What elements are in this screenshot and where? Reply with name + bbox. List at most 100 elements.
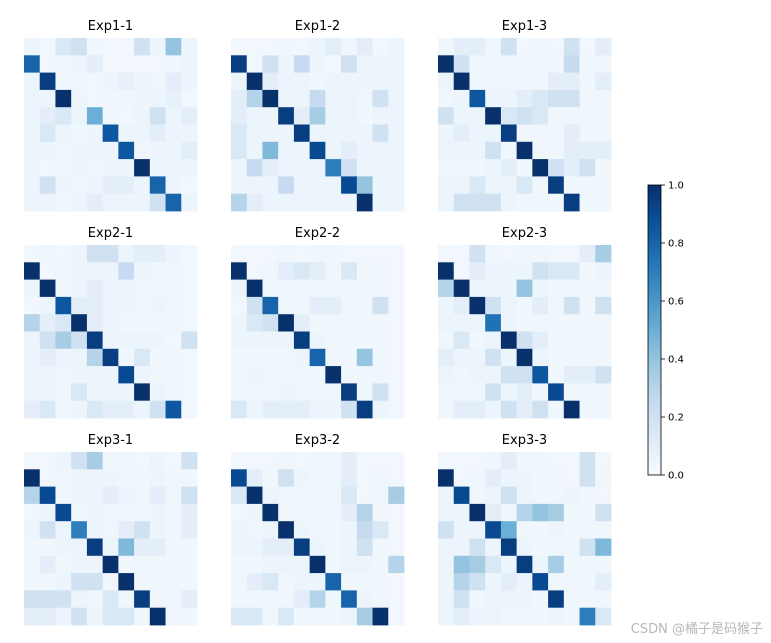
- heatmap-cell: [165, 89, 182, 108]
- heatmap-cell: [134, 573, 151, 591]
- heatmap-cell: [86, 486, 104, 505]
- heatmap-cell: [356, 55, 373, 73]
- heatmap-cell: [118, 590, 135, 609]
- heatmap-cell: [278, 314, 295, 332]
- heatmap-cell: [469, 279, 486, 298]
- heatmap-cell: [39, 331, 56, 350]
- heatmap-cell: [516, 176, 533, 195]
- heatmap-cell: [516, 262, 533, 280]
- heatmap-cell: [55, 296, 72, 315]
- heatmap-cell: [469, 55, 486, 73]
- heatmap-cell: [231, 469, 248, 487]
- heatmap-cell: [453, 348, 470, 367]
- heatmap-cell: [278, 159, 295, 177]
- heatmap-cell: [262, 503, 279, 522]
- heatmap-cell: [453, 331, 470, 350]
- heatmap-cell: [438, 107, 455, 125]
- heatmap-cell: [165, 383, 182, 402]
- heatmap-cell: [55, 314, 72, 332]
- heatmap-cell: [309, 607, 326, 626]
- heatmap-cell: [86, 521, 104, 539]
- heatmap-cell: [438, 538, 455, 557]
- heatmap-cell: [325, 279, 342, 298]
- heatmap-cell: [262, 262, 279, 280]
- heatmap-cell: [341, 452, 358, 470]
- heatmap-cell: [262, 607, 279, 626]
- heatmap-cell: [231, 159, 248, 177]
- heatmap-cell: [500, 331, 518, 350]
- heatmap-cell: [595, 348, 612, 367]
- heatmap-cell: [246, 366, 263, 384]
- heatmap-cell: [438, 38, 455, 56]
- heatmap-cell: [118, 107, 135, 125]
- heatmap-cell: [102, 314, 119, 332]
- heatmap-cell: [278, 469, 295, 487]
- heatmap-cell: [181, 193, 198, 212]
- heatmap-cell: [341, 521, 358, 539]
- heatmap-cell: [246, 296, 263, 315]
- heatmap-cell: [118, 72, 135, 91]
- heatmap-cell: [325, 72, 342, 91]
- heatmap-cell: [55, 193, 72, 212]
- heatmap-cell: [102, 486, 119, 505]
- heatmap-cell: [181, 331, 198, 350]
- heatmap-cell: [55, 245, 72, 263]
- heatmap-cell: [325, 89, 342, 108]
- heatmap-cell: [39, 159, 56, 177]
- heatmap-cell: [278, 366, 295, 384]
- heatmap-cell: [165, 55, 182, 73]
- heatmap-cell: [181, 590, 198, 609]
- heatmap-cell: [134, 521, 151, 539]
- heatmap-cell: [278, 296, 295, 315]
- heatmap-cell: [485, 366, 502, 384]
- heatmap-cell: [149, 503, 166, 522]
- heatmap-cell: [86, 141, 104, 160]
- heatmap-cell: [55, 348, 72, 367]
- heatmap-cell: [118, 555, 135, 574]
- heatmap-cell: [532, 159, 549, 177]
- heatmap-cell: [548, 400, 565, 419]
- heatmap-cell: [246, 176, 263, 195]
- heatmap-cell: [532, 89, 549, 108]
- heatmap-cell: [71, 296, 88, 315]
- heatmap-cell: [532, 486, 549, 505]
- heatmap-cell: [71, 400, 88, 419]
- heatmap-cell: [55, 72, 72, 91]
- panel-title: Exp2-1: [88, 226, 133, 241]
- heatmap-cell: [438, 590, 455, 609]
- heatmap-cell: [388, 590, 405, 609]
- heatmap-cell: [165, 607, 182, 626]
- heatmap-cell: [325, 503, 342, 522]
- heatmap-cell: [278, 176, 295, 195]
- heatmap-cell: [453, 366, 470, 384]
- heatmap-cell: [516, 538, 533, 557]
- heatmap-cell: [563, 89, 580, 108]
- heatmap-cell: [388, 366, 405, 384]
- heatmap-cell: [246, 503, 263, 522]
- heatmap-cell: [309, 348, 326, 367]
- heatmap-cell: [149, 89, 166, 108]
- heatmap-cell: [24, 486, 41, 505]
- heatmap-cell: [595, 141, 612, 160]
- heatmap-cell: [563, 107, 580, 125]
- heatmap-cell: [246, 245, 263, 263]
- heatmap-cell: [500, 607, 518, 626]
- heatmap-cell: [325, 141, 342, 160]
- heatmap-cell: [500, 55, 518, 73]
- heatmap-cell: [293, 469, 311, 487]
- heatmap-cell: [356, 452, 373, 470]
- heatmap-cell: [595, 590, 612, 609]
- heatmap-cell: [500, 503, 518, 522]
- heatmap-cell: [71, 486, 88, 505]
- heatmap-cell: [165, 452, 182, 470]
- heatmap-cell: [71, 72, 88, 91]
- colorbar-tick-label: 1.0: [668, 181, 684, 192]
- heatmap-cell: [262, 538, 279, 557]
- heatmap-cell: [293, 383, 311, 402]
- heatmap-cell: [278, 107, 295, 125]
- heatmap-cell: [500, 590, 518, 609]
- heatmap-cell: [71, 366, 88, 384]
- heatmap-cell: [388, 573, 405, 591]
- heatmap-cell: [309, 245, 326, 263]
- heatmap-cell: [102, 607, 119, 626]
